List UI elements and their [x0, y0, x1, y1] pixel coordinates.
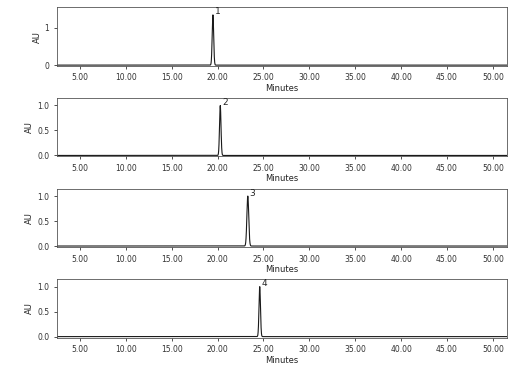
Text: 4: 4 [262, 279, 267, 288]
Text: 1: 1 [215, 7, 221, 16]
X-axis label: Minutes: Minutes [265, 174, 298, 184]
X-axis label: Minutes: Minutes [265, 356, 298, 365]
Y-axis label: AU: AU [25, 121, 34, 133]
Text: 2: 2 [222, 98, 227, 107]
X-axis label: Minutes: Minutes [265, 265, 298, 274]
Y-axis label: AU: AU [33, 31, 41, 43]
Y-axis label: AU: AU [25, 212, 34, 224]
X-axis label: Minutes: Minutes [265, 84, 298, 93]
Text: 3: 3 [250, 188, 255, 198]
Y-axis label: AU: AU [25, 302, 34, 314]
